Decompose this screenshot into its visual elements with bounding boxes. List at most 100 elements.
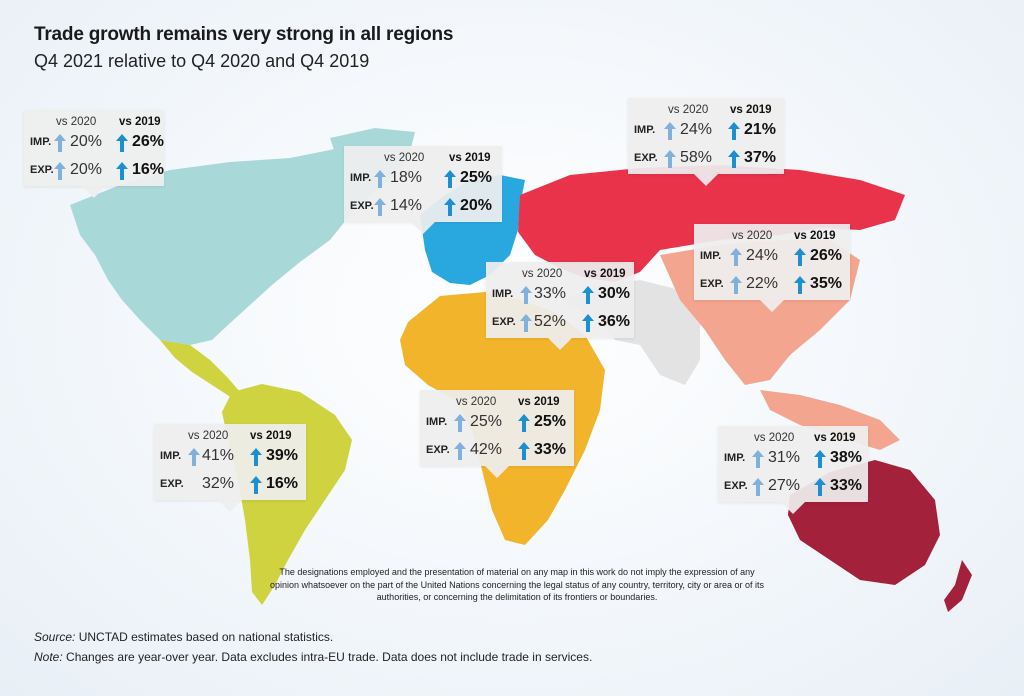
up-arrow-icon <box>520 314 532 332</box>
exports-vs2020-value: 22% <box>746 275 779 292</box>
header-vs2020: vs 2020 <box>56 116 97 128</box>
exports-vs2020-value: 27% <box>768 477 801 494</box>
imports-vs2019-value: 25% <box>534 413 567 430</box>
imports-label: IMP. <box>634 124 656 136</box>
exports-vs2020-value: 52% <box>534 313 567 330</box>
callout-north-america: vs 2020 vs 2019 IMP. 20% 26% EXP. 20% 16… <box>24 110 164 198</box>
up-arrow-icon <box>728 122 740 140</box>
exports-row: EXP. 58% 37% <box>628 148 784 170</box>
imports-label: IMP. <box>30 136 52 148</box>
imports-vs2020-value: 41% <box>202 447 235 464</box>
header-vs2019: vs 2019 <box>449 152 491 164</box>
up-arrow-icon <box>444 198 456 216</box>
exports-label: EXP. <box>160 478 184 490</box>
note-label: Note: <box>34 650 63 664</box>
imports-row: IMP. 24% 21% <box>628 120 784 142</box>
imports-row: IMP. 20% 26% <box>24 132 164 154</box>
imports-vs2020-value: 24% <box>680 121 713 138</box>
header-vs2019: vs 2019 <box>119 116 161 128</box>
up-arrow-icon <box>814 478 826 496</box>
up-arrow-icon <box>814 450 826 468</box>
header-vs2019: vs 2019 <box>518 396 560 408</box>
map-disclaimer: The designations employed and the presen… <box>270 567 764 602</box>
exports-label: EXP. <box>492 316 516 328</box>
note-text: Changes are year-over year. Data exclude… <box>62 650 593 664</box>
callout-west-asia: vs 2020 vs 2019 IMP. 33% 30% EXP. 52% 36… <box>486 262 634 350</box>
imports-vs2020-value: 25% <box>470 413 503 430</box>
callout-russia-cis: vs 2020 vs 2019 IMP. 24% 21% EXP. 58% 37… <box>628 98 784 186</box>
imports-vs2019-value: 26% <box>132 133 165 150</box>
up-arrow-icon <box>374 198 386 216</box>
up-arrow-icon <box>794 276 806 294</box>
exports-label: EXP. <box>634 152 658 164</box>
exports-label: EXP. <box>426 444 450 456</box>
exports-row: EXP. 27% 33% <box>718 476 868 498</box>
exports-row: EXP. 52% 36% <box>486 312 634 334</box>
exports-vs2020-value: 14% <box>390 197 423 214</box>
imports-vs2020-value: 24% <box>746 247 779 264</box>
region-new-zealand <box>944 560 972 612</box>
up-arrow-icon <box>518 442 530 460</box>
exports-label: EXP. <box>724 480 748 492</box>
imports-vs2020-value: 20% <box>70 133 103 150</box>
imports-row: IMP. 31% 38% <box>718 448 868 470</box>
chart-title: Trade growth remains very strong in all … <box>34 24 454 45</box>
region-russia-cis <box>518 165 905 282</box>
exports-vs2020-value: 32% <box>202 475 235 492</box>
up-arrow-icon <box>250 448 262 466</box>
exports-vs2020-value: 20% <box>70 161 103 178</box>
up-arrow-icon <box>518 414 530 432</box>
callout-east-asia: vs 2020 vs 2019 IMP. 24% 26% EXP. 22% 35… <box>694 224 850 312</box>
up-arrow-icon <box>54 134 66 152</box>
exports-row: EXP. 42% 33% <box>420 440 574 462</box>
header-vs2020: vs 2020 <box>188 430 229 442</box>
up-arrow-icon <box>752 478 764 496</box>
header-vs2019: vs 2019 <box>250 430 292 442</box>
callout-latin-america: vs 2020 vs 2019 IMP. 41% 39% EXP. 32% 16… <box>154 424 306 512</box>
up-arrow-icon <box>582 286 594 304</box>
header-vs2019: vs 2019 <box>730 104 772 116</box>
imports-vs2019-value: 30% <box>598 285 631 302</box>
up-arrow-icon <box>730 248 742 266</box>
source-text: UNCTAD estimates based on national stati… <box>75 630 334 644</box>
exports-vs2019-value: 36% <box>598 313 631 330</box>
exports-vs2019-value: 33% <box>830 477 863 494</box>
up-arrow-icon <box>444 170 456 188</box>
imports-label: IMP. <box>724 452 746 464</box>
source-label: Source: <box>34 630 76 644</box>
exports-label: EXP. <box>350 200 374 212</box>
imports-row: IMP. 41% 39% <box>154 446 306 468</box>
imports-vs2019-value: 25% <box>460 169 493 186</box>
up-arrow-icon <box>752 450 764 468</box>
exports-label: EXP. <box>700 278 724 290</box>
header-vs2020: vs 2020 <box>732 230 773 242</box>
imports-vs2019-value: 26% <box>810 247 843 264</box>
imports-label: IMP. <box>350 172 372 184</box>
header-vs2020: vs 2020 <box>522 268 563 280</box>
imports-row: IMP. 24% 26% <box>694 246 850 268</box>
exports-row: EXP. 14% 20% <box>344 196 502 218</box>
exports-vs2019-value: 20% <box>460 197 493 214</box>
imports-label: IMP. <box>160 450 182 462</box>
up-arrow-icon <box>188 448 200 466</box>
imports-vs2020-value: 18% <box>390 169 423 186</box>
up-arrow-icon <box>54 162 66 180</box>
exports-row: EXP. 32% 16% <box>154 474 306 496</box>
header-vs2020: vs 2020 <box>668 104 709 116</box>
header-vs2019: vs 2019 <box>814 432 856 444</box>
source-note: Source: UNCTAD estimates based on nation… <box>34 630 333 644</box>
footnote: Note: Changes are year-over year. Data e… <box>34 650 592 664</box>
imports-vs2019-value: 38% <box>830 449 863 466</box>
header-vs2020: vs 2020 <box>754 432 795 444</box>
up-arrow-icon <box>374 170 386 188</box>
chart-subtitle: Q4 2021 relative to Q4 2020 and Q4 2019 <box>34 51 370 71</box>
imports-row: IMP. 18% 25% <box>344 168 502 190</box>
up-arrow-icon <box>664 150 676 168</box>
exports-vs2019-value: 35% <box>810 275 843 292</box>
callout-oceania: vs 2020 vs 2019 IMP. 31% 38% EXP. 27% 33… <box>718 426 868 514</box>
callout-africa: vs 2020 vs 2019 IMP. 25% 25% EXP. 42% 33… <box>420 390 574 478</box>
imports-label: IMP. <box>426 416 448 428</box>
imports-vs2019-value: 39% <box>266 447 299 464</box>
up-arrow-icon <box>728 150 740 168</box>
imports-label: IMP. <box>700 250 722 262</box>
